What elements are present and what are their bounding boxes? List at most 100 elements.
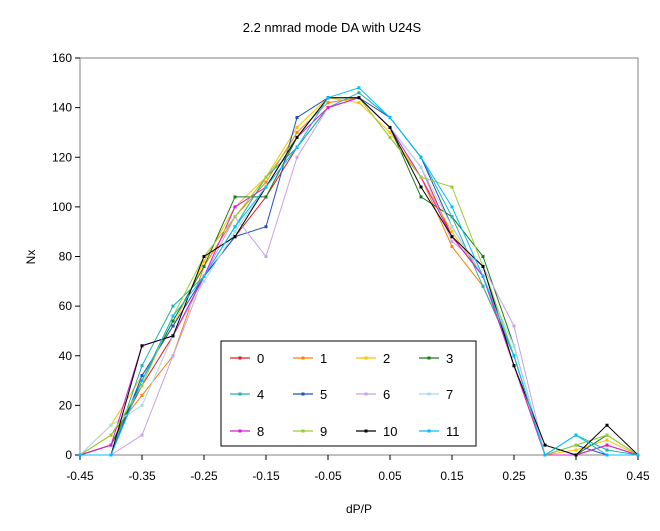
legend-marker bbox=[301, 429, 305, 433]
x-tick-label: -0.05 bbox=[314, 469, 342, 483]
legend-label: 4 bbox=[257, 387, 264, 402]
data-point bbox=[419, 155, 423, 159]
legend-label: 8 bbox=[257, 424, 264, 439]
data-point bbox=[140, 374, 144, 378]
data-point bbox=[419, 195, 423, 199]
data-point bbox=[202, 274, 206, 278]
legend-label: 10 bbox=[383, 424, 397, 439]
data-point bbox=[233, 225, 237, 229]
x-tick-label: 0.25 bbox=[502, 469, 526, 483]
data-point bbox=[264, 185, 268, 189]
data-point bbox=[109, 443, 113, 447]
x-tick-label: 0.35 bbox=[564, 469, 588, 483]
data-point bbox=[233, 235, 237, 239]
data-point bbox=[450, 230, 454, 234]
data-point bbox=[233, 230, 237, 234]
data-point bbox=[574, 443, 578, 447]
legend-label: 11 bbox=[446, 424, 460, 439]
legend: 0 1 2 3 4 5 6 7 8 9 10 11 bbox=[220, 340, 477, 447]
y-tick-label: 160 bbox=[52, 51, 72, 65]
legend-item: 9 bbox=[293, 424, 327, 439]
data-point bbox=[109, 423, 113, 427]
legend-item: 11 bbox=[419, 424, 460, 439]
data-point bbox=[140, 384, 144, 388]
y-tick-label: 80 bbox=[59, 250, 73, 264]
data-point bbox=[326, 96, 330, 100]
legend-label: 1 bbox=[320, 351, 327, 366]
data-point bbox=[388, 130, 392, 134]
data-point bbox=[481, 255, 485, 258]
data-point bbox=[295, 155, 299, 159]
data-point bbox=[140, 403, 144, 407]
legend-marker bbox=[364, 356, 368, 360]
legend-item: 2 bbox=[356, 351, 390, 366]
data-point bbox=[481, 274, 485, 278]
data-point bbox=[512, 354, 516, 358]
y-tick-label: 20 bbox=[59, 398, 73, 412]
data-point bbox=[264, 195, 268, 199]
data-point bbox=[357, 96, 361, 100]
data-point bbox=[357, 101, 361, 105]
data-point bbox=[171, 324, 175, 328]
data-point bbox=[605, 433, 609, 437]
data-point bbox=[264, 175, 268, 179]
data-point bbox=[574, 453, 578, 457]
data-point bbox=[171, 334, 175, 338]
x-tick-label: -0.15 bbox=[252, 469, 280, 483]
data-point bbox=[295, 135, 299, 139]
legend-label: 3 bbox=[446, 351, 453, 366]
data-point bbox=[264, 180, 268, 184]
x-tick-label: 0.45 bbox=[626, 469, 650, 483]
data-point bbox=[481, 284, 485, 288]
legend-item: 8 bbox=[230, 424, 264, 439]
data-point bbox=[450, 245, 454, 249]
data-point bbox=[605, 438, 609, 442]
data-point bbox=[140, 433, 144, 437]
data-point bbox=[233, 195, 237, 199]
data-point bbox=[140, 393, 144, 397]
data-point bbox=[543, 453, 547, 457]
legend-marker bbox=[427, 356, 431, 360]
data-point bbox=[512, 324, 516, 328]
data-point bbox=[481, 264, 485, 268]
y-axis: 0 20 40 60 80 100 120 140 160 bbox=[52, 51, 80, 462]
legend-marker bbox=[238, 429, 242, 433]
data-point bbox=[202, 279, 206, 283]
y-tick-label: 40 bbox=[59, 349, 73, 363]
data-point bbox=[295, 145, 299, 149]
legend-marker bbox=[364, 429, 368, 433]
legend-item: 7 bbox=[419, 387, 453, 402]
y-tick-label: 0 bbox=[65, 448, 72, 462]
data-point bbox=[171, 314, 175, 318]
data-point bbox=[264, 225, 268, 229]
data-point bbox=[574, 448, 578, 452]
data-point bbox=[357, 91, 361, 95]
data-point bbox=[78, 453, 82, 457]
data-point bbox=[605, 453, 609, 457]
data-point bbox=[202, 259, 206, 263]
x-tick-label: -0.35 bbox=[128, 469, 156, 483]
legend-marker bbox=[238, 356, 242, 360]
data-point bbox=[202, 264, 206, 268]
data-point bbox=[326, 101, 330, 105]
data-point bbox=[605, 448, 609, 452]
data-point bbox=[171, 319, 175, 323]
x-tick-label: -0.25 bbox=[190, 469, 218, 483]
data-point bbox=[574, 433, 578, 437]
legend-marker bbox=[364, 392, 368, 396]
data-point bbox=[109, 453, 113, 457]
legend-label: 2 bbox=[383, 351, 390, 366]
legend-item: 1 bbox=[293, 351, 327, 366]
data-point bbox=[419, 175, 423, 179]
data-point bbox=[450, 205, 454, 209]
legend-item: 4 bbox=[230, 387, 264, 402]
legend-item: 10 bbox=[356, 424, 397, 439]
data-point bbox=[450, 240, 454, 244]
legend-label: 0 bbox=[257, 351, 264, 366]
data-point bbox=[388, 116, 392, 120]
legend-label: 5 bbox=[320, 387, 327, 402]
series-lines bbox=[78, 86, 640, 457]
y-tick-label: 120 bbox=[52, 150, 72, 164]
data-point bbox=[140, 379, 144, 383]
